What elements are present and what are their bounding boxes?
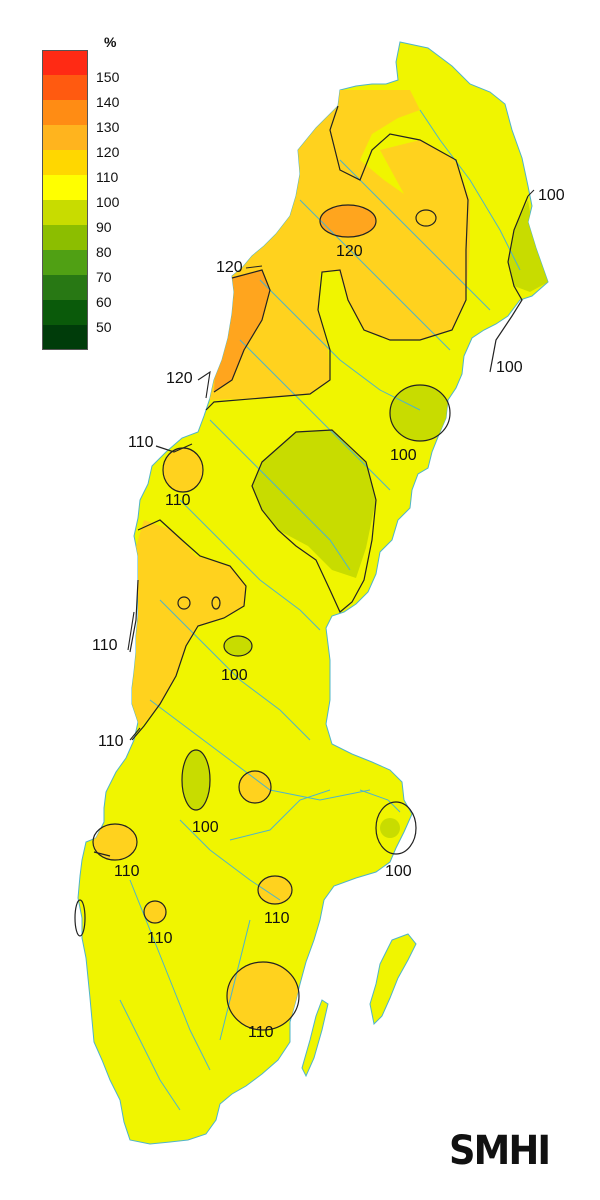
legend-swatch bbox=[42, 325, 88, 350]
zone-above-110-c bbox=[93, 824, 137, 860]
isoline-label: 100 bbox=[496, 359, 523, 376]
zone-above-110-d bbox=[258, 876, 292, 904]
legend-label: 80 bbox=[96, 244, 112, 260]
label-leader-lines bbox=[127, 189, 535, 741]
gotland-island bbox=[369, 933, 417, 1026]
legend-swatch bbox=[42, 225, 88, 250]
zone-above-110-a bbox=[163, 448, 203, 492]
legend-swatch bbox=[42, 200, 88, 225]
zone-above-110-e bbox=[144, 901, 166, 923]
isoline-label: 110 bbox=[248, 1024, 274, 1041]
legend-label: 90 bbox=[96, 219, 112, 235]
zone-below-100-b bbox=[252, 430, 376, 578]
legend-unit-label: % bbox=[104, 34, 117, 50]
isoline-label: 110 bbox=[264, 910, 290, 927]
isoline-label: 110 bbox=[165, 492, 191, 509]
legend-label: 50 bbox=[96, 319, 112, 335]
legend-swatch bbox=[42, 175, 88, 200]
zone-above-110-north bbox=[200, 90, 470, 400]
legend-label: 120 bbox=[96, 144, 120, 160]
zone-below-100-d bbox=[182, 750, 210, 810]
zone-above-110-west bbox=[130, 520, 246, 728]
isoline-label: 110 bbox=[114, 863, 140, 880]
legend-label: 130 bbox=[96, 119, 120, 135]
isoline-label: 100 bbox=[538, 187, 565, 204]
isoline-label: 110 bbox=[128, 434, 154, 451]
zone-below-100-c bbox=[224, 636, 252, 656]
zone-above-110-f bbox=[227, 962, 299, 1030]
isoline-label: 110 bbox=[92, 637, 118, 654]
isoline-label: 100 bbox=[192, 819, 219, 836]
legend-swatch bbox=[42, 300, 88, 325]
isoline-label: 120 bbox=[336, 243, 363, 260]
isoline-labels: 100 120 120 100 120 100 110 110 110 100 … bbox=[92, 187, 565, 1041]
isoline-label: 110 bbox=[98, 733, 124, 750]
isoline-label: 120 bbox=[216, 259, 243, 276]
legend-label: 150 bbox=[96, 69, 120, 85]
smhi-logo: SMHI bbox=[449, 1128, 551, 1174]
zone-below-100-e bbox=[380, 818, 400, 838]
legend-label: 70 bbox=[96, 269, 112, 285]
isoline-label: 100 bbox=[221, 667, 248, 684]
legend-swatch bbox=[42, 275, 88, 300]
legend-swatch bbox=[42, 250, 88, 275]
legend-swatch bbox=[42, 75, 88, 100]
zone-below-100-east bbox=[508, 200, 548, 292]
isoline-label: 110 bbox=[147, 930, 173, 947]
oland-island bbox=[301, 999, 329, 1078]
legend-swatch bbox=[42, 125, 88, 150]
legend-label: 140 bbox=[96, 94, 120, 110]
legend-swatch bbox=[42, 150, 88, 175]
legend-frame bbox=[42, 50, 88, 350]
rivers-and-lakes bbox=[119, 109, 521, 1111]
zone-above-110-b bbox=[239, 771, 271, 803]
legend-label: 110 bbox=[96, 169, 119, 185]
legend-swatch bbox=[42, 50, 88, 75]
legend-label: 60 bbox=[96, 294, 112, 310]
legend-label: 100 bbox=[96, 194, 120, 210]
anomaly-fields bbox=[93, 90, 548, 1030]
isolines bbox=[74, 105, 529, 1031]
isoline-label: 100 bbox=[390, 447, 417, 464]
zone-below-100-a bbox=[390, 385, 450, 441]
zone-above-120-north bbox=[320, 205, 376, 237]
isoline-label: 120 bbox=[166, 370, 193, 387]
isoline-label: 100 bbox=[385, 863, 412, 880]
legend-swatch bbox=[42, 100, 88, 125]
